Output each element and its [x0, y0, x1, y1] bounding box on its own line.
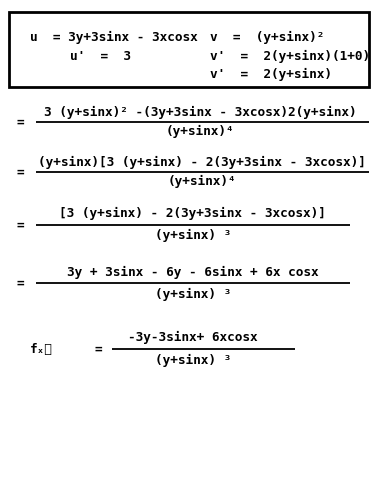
Text: fₓᵧ: fₓᵧ	[30, 343, 53, 356]
Text: -3y-3sinx+ 6xcosx: -3y-3sinx+ 6xcosx	[128, 331, 257, 345]
Text: =: =	[17, 219, 25, 231]
Text: (y+sinx)⁴: (y+sinx)⁴	[166, 125, 235, 138]
Text: v'  =  2(y+sinx): v' = 2(y+sinx)	[210, 68, 332, 81]
Text: (y+sinx)[3 (y+sinx) - 2(3y+3sinx - 3xcosx)]: (y+sinx)[3 (y+sinx) - 2(3y+3sinx - 3xcos…	[38, 155, 366, 169]
Text: u  = 3y+3sinx - 3xcosx: u = 3y+3sinx - 3xcosx	[30, 31, 198, 45]
Text: =: =	[17, 166, 25, 178]
Text: (y+sinx) ³: (y+sinx) ³	[155, 354, 231, 367]
Text: 3y + 3sinx - 6y - 6sinx + 6x cosx: 3y + 3sinx - 6y - 6sinx + 6x cosx	[67, 265, 319, 279]
Text: (y+sinx)⁴: (y+sinx)⁴	[168, 175, 237, 188]
Text: =: =	[17, 277, 25, 289]
Text: =: =	[17, 116, 25, 128]
Text: [3 (y+sinx) - 2(3y+3sinx - 3xcosx)]: [3 (y+sinx) - 2(3y+3sinx - 3xcosx)]	[59, 207, 326, 221]
Text: u'  =  3: u' = 3	[70, 50, 131, 62]
Text: (y+sinx) ³: (y+sinx) ³	[155, 229, 231, 242]
Text: (y+sinx) ³: (y+sinx) ³	[155, 287, 231, 301]
Text: =: =	[94, 343, 102, 356]
FancyBboxPatch shape	[9, 12, 369, 87]
Text: v  =  (y+sinx)²: v = (y+sinx)²	[210, 31, 324, 45]
Text: v'  =  2(y+sinx)(1+0): v' = 2(y+sinx)(1+0)	[210, 49, 370, 63]
Text: 3 (y+sinx)² -(3y+3sinx - 3xcosx)2(y+sinx): 3 (y+sinx)² -(3y+3sinx - 3xcosx)2(y+sinx…	[44, 106, 357, 119]
